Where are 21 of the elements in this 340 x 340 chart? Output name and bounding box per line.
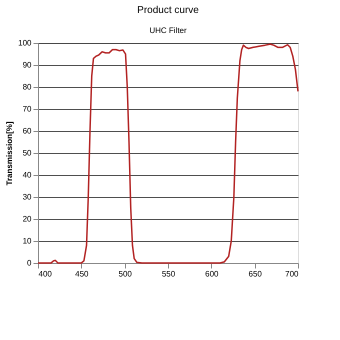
x-tick-label: 550 — [162, 270, 176, 278]
x-tick-label: 500 — [118, 270, 132, 278]
y-tick-label: 20 — [22, 214, 32, 224]
y-tick-label: 70 — [22, 104, 32, 114]
x-tick-label: 600 — [205, 270, 220, 278]
y-tick-label: 100 — [18, 38, 32, 48]
chart-title: Product curve — [137, 5, 200, 16]
x-tick-label: 700 — [285, 270, 300, 278]
y-tick-label: 0 — [27, 258, 32, 268]
y-tick-label: 80 — [22, 82, 32, 92]
chart-subtitle: UHC Filter — [149, 26, 187, 35]
y-axis-title: Transmission[%] — [5, 121, 14, 186]
y-tick-label: 50 — [22, 148, 32, 158]
y-tick-label: 10 — [22, 236, 32, 246]
y-tick-label: 30 — [22, 192, 32, 202]
x-tick-label: 450 — [75, 270, 90, 278]
x-tick-label: 650 — [248, 270, 262, 278]
x-tick-label: 400 — [38, 270, 52, 278]
y-tick-label: 40 — [22, 170, 32, 180]
y-tick-label: 60 — [22, 126, 32, 136]
y-tick-label: 90 — [22, 60, 32, 70]
